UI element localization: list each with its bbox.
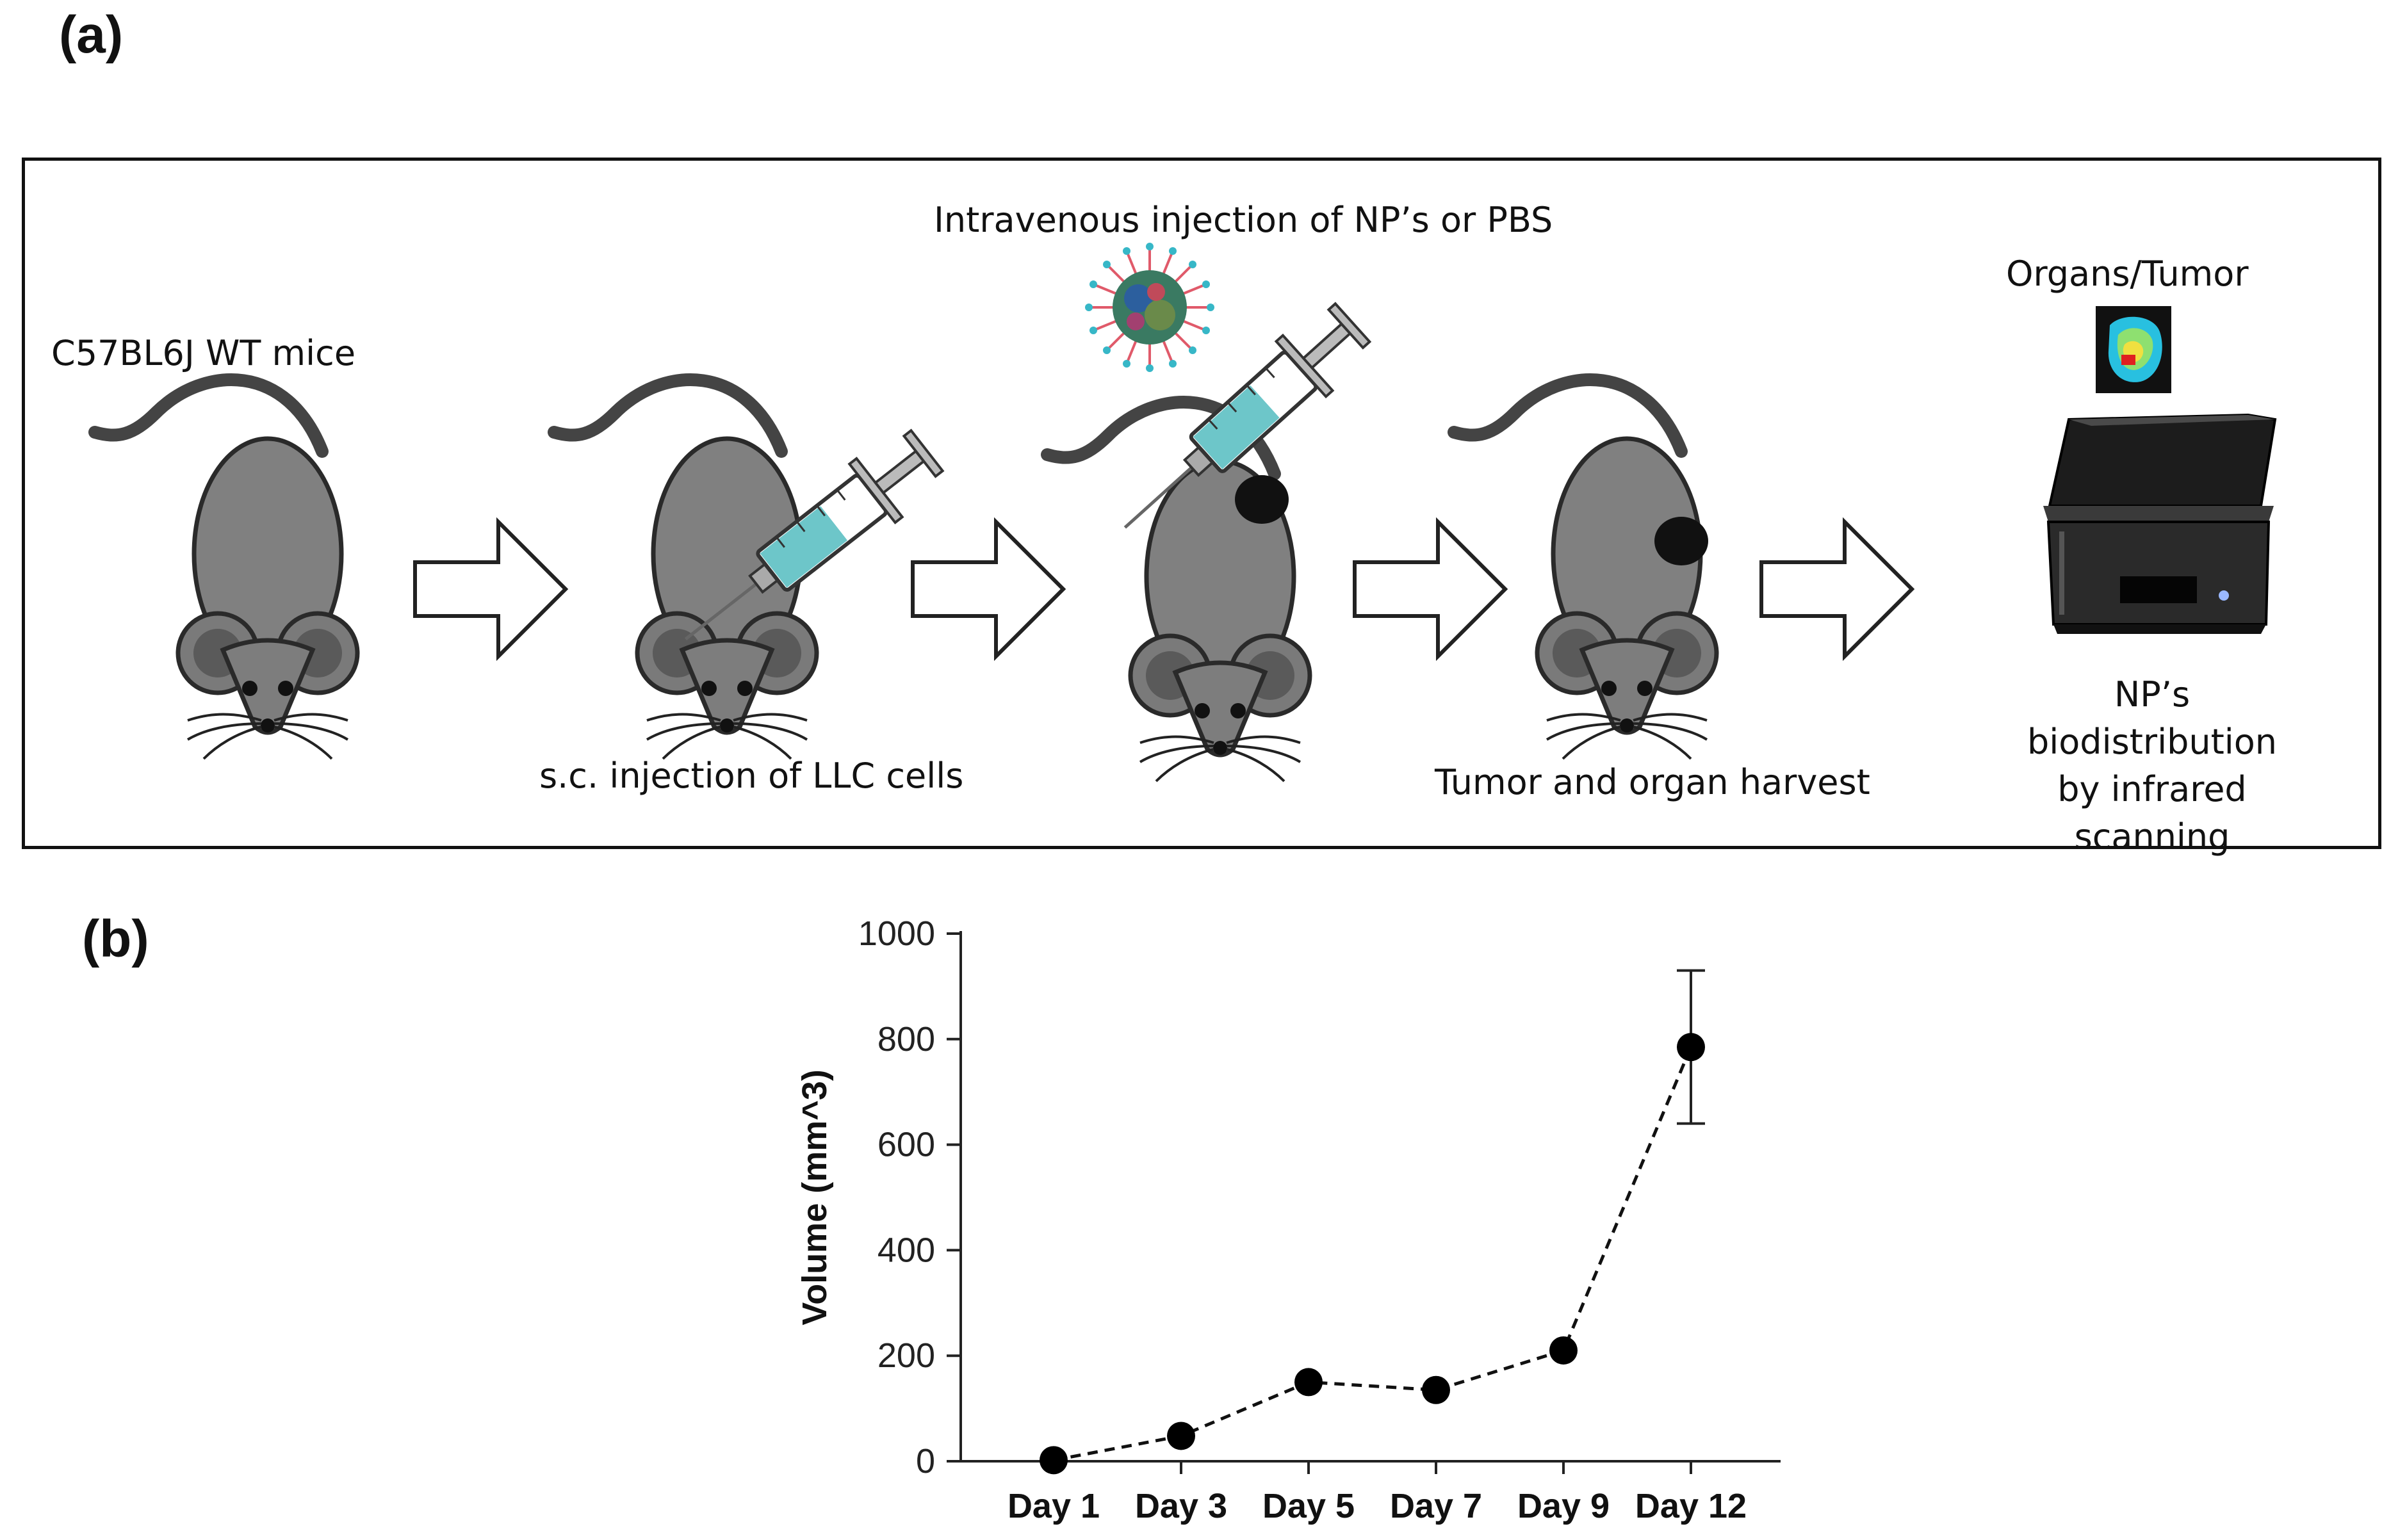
x-tick-label-4: Day 7 <box>1390 1487 1482 1525</box>
x-tick-label-2: Day 3 <box>1135 1487 1227 1525</box>
panel-b-label: (b) <box>82 910 149 968</box>
mouse-illustration-3 <box>1047 402 1310 781</box>
data-point-6 <box>1677 1033 1705 1062</box>
infrared-scanner-icon <box>2043 413 2277 634</box>
infrared-scan-image <box>2096 306 2171 393</box>
panel-a-label: (a) <box>59 6 124 64</box>
mouse-illustration-4 <box>1454 380 1717 759</box>
scanner-caption-line-2: biodistribution <box>2027 722 2278 762</box>
nanoparticle-icon <box>1085 243 1214 372</box>
y-tick-label-800: 800 <box>877 1020 935 1058</box>
scanner-caption-line-4: scanning <box>2074 816 2230 857</box>
arrow-icon-4 <box>1761 522 1912 656</box>
step-3-caption: Tumor and organ harvest <box>1435 762 1870 802</box>
workflow-illustration <box>0 243 2277 852</box>
step-2-caption: Intravenous injection of NP’s or PBS <box>934 200 1553 240</box>
scanner-caption-line-1: NP’s <box>2114 674 2191 715</box>
workflow-panel <box>22 158 2381 849</box>
scanner-title: Organs/Tumor <box>2006 254 2249 294</box>
y-tick-label-200: 200 <box>877 1336 935 1375</box>
data-point-1 <box>1040 1446 1068 1475</box>
arrow-icon-2 <box>913 522 1063 656</box>
data-point-4 <box>1422 1375 1450 1404</box>
data-point-5 <box>1549 1336 1578 1365</box>
strain-label: C57BL6J WT mice <box>51 333 356 373</box>
y-tick-label-1000: 1000 <box>858 914 935 953</box>
x-tick-label-1: Day 1 <box>1008 1487 1100 1525</box>
y-tick-label-400: 400 <box>877 1231 935 1269</box>
mouse-illustration-1 <box>95 380 357 759</box>
tumor-icon-1 <box>1235 475 1289 524</box>
scanner-caption-line-3: by infrared <box>2057 769 2247 809</box>
arrow-icon-3 <box>1355 522 1505 656</box>
series-line <box>1053 1046 1693 1462</box>
arrow-icon-1 <box>415 522 566 656</box>
tumor-volume-chart: 0 200 400 600 800 1000 Day 1 Day 3 Day 5 Day 7 Day… <box>796 914 1781 1525</box>
scanner-caption: NP’s biodistribution by infrared scannin… <box>1998 671 2306 861</box>
data-point-3 <box>1294 1368 1323 1397</box>
data-point-2 <box>1167 1422 1195 1450</box>
y-axis-title: Volume (mm^3) <box>796 1069 834 1325</box>
step-1-caption: s.c. injection of LLC cells <box>539 756 964 796</box>
y-tick-label-0: 0 <box>916 1442 935 1480</box>
x-tick-label-5: Day 9 <box>1517 1487 1610 1525</box>
tumor-icon-2 <box>1654 517 1708 565</box>
x-tick-label-6: Day 12 <box>1635 1487 1747 1525</box>
y-tick-label-600: 600 <box>877 1126 935 1164</box>
x-tick-label-3: Day 5 <box>1262 1487 1355 1525</box>
